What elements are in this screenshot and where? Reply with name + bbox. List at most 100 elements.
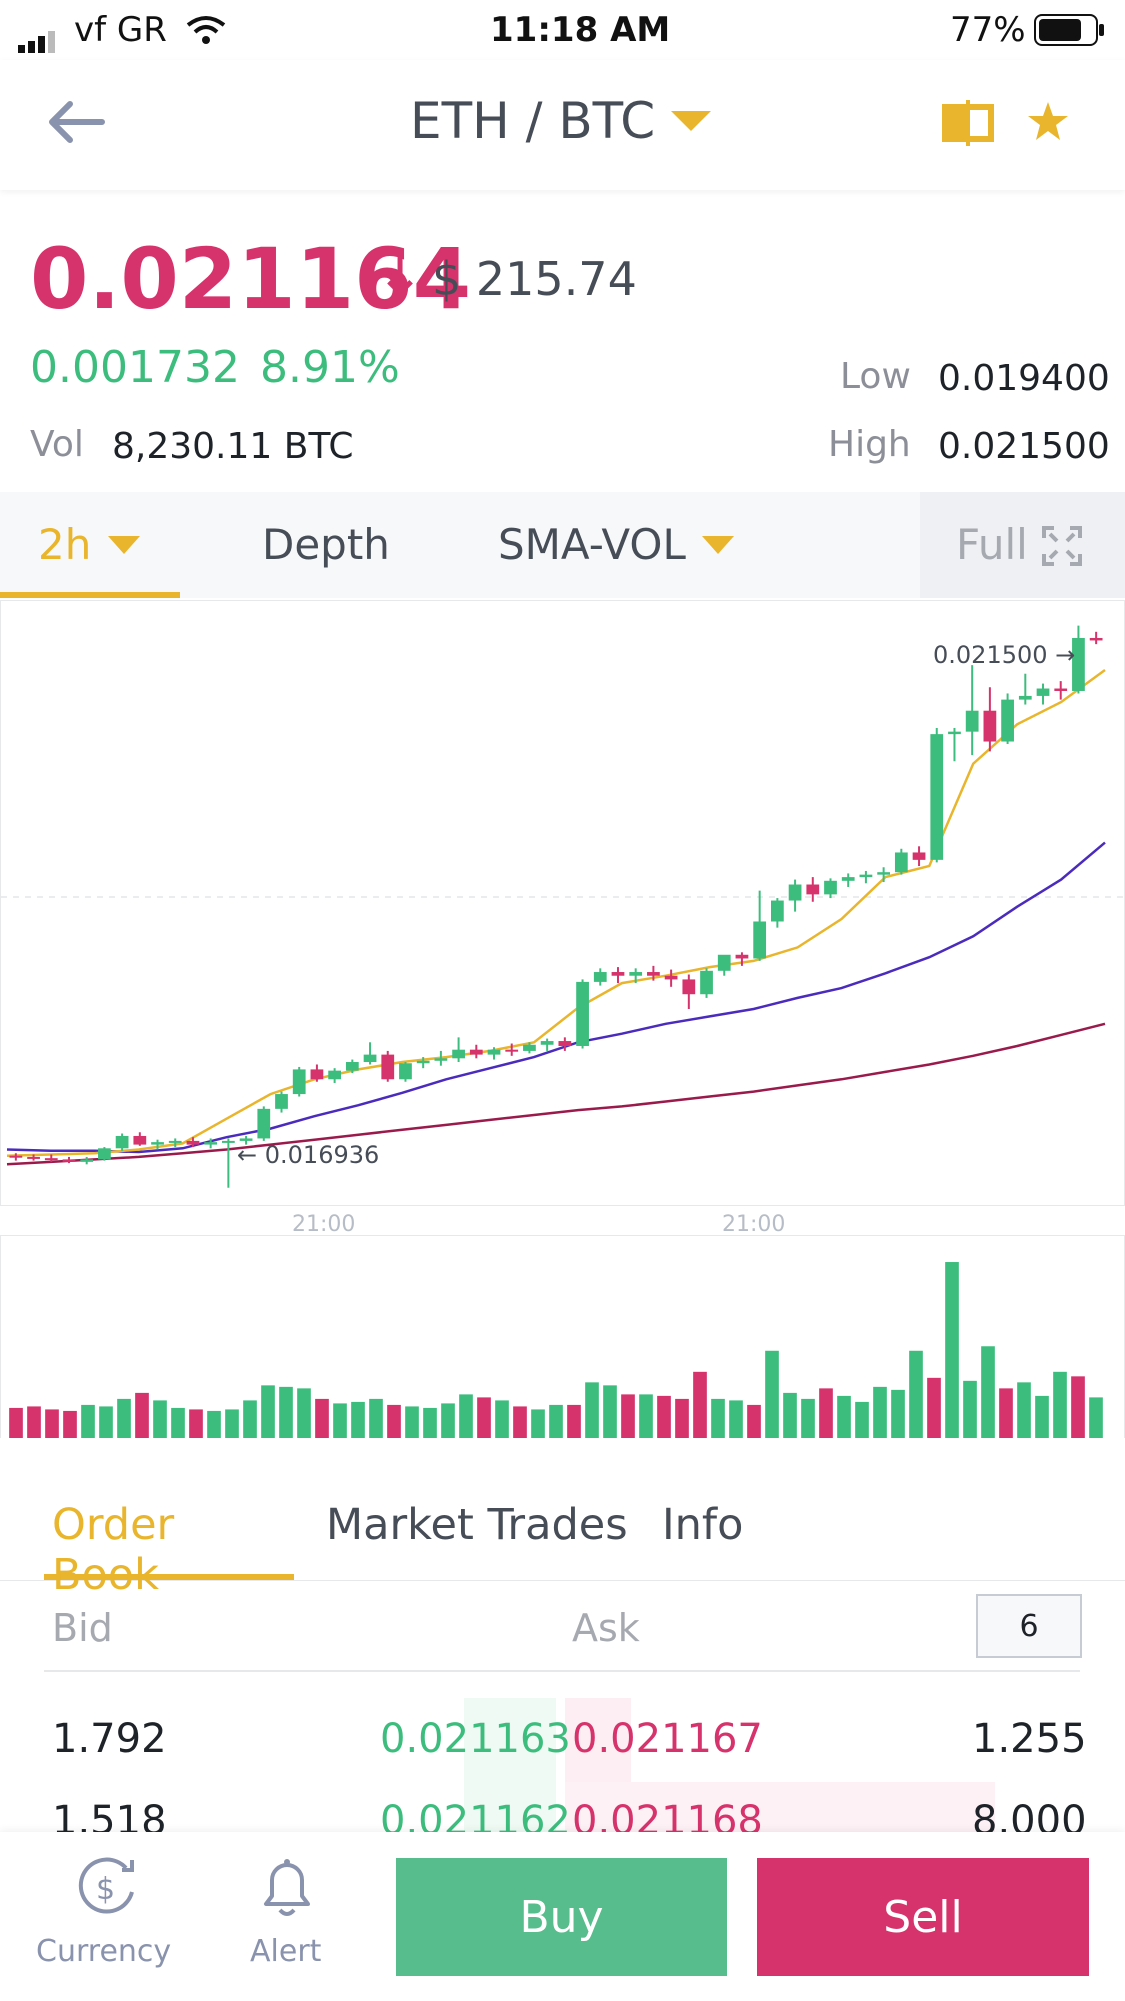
candlestick-chart (1, 625, 1124, 1188)
volume-bar (369, 1398, 383, 1438)
candle-body (115, 1135, 129, 1149)
price-down-arrow: ↓ (375, 240, 426, 310)
candle-body (983, 710, 997, 742)
compare-icon[interactable] (940, 100, 996, 150)
volume-bar (99, 1406, 113, 1438)
high-label: High (828, 424, 911, 465)
candle-body (806, 884, 820, 895)
volume-bar (621, 1394, 635, 1438)
depth-tab[interactable]: Depth (262, 520, 390, 569)
signal-icon (18, 22, 60, 62)
volume-bar (891, 1389, 905, 1438)
interval-tab[interactable]: 2h (0, 492, 180, 598)
buy-button[interactable]: Buy (396, 1858, 727, 1976)
bid-depth-bar (464, 1698, 556, 1832)
volume-bar (585, 1382, 599, 1438)
ask-price: 0.021167 (572, 1716, 763, 1762)
volume-bar (765, 1350, 779, 1438)
ask-amount: 1.255 (972, 1716, 1087, 1762)
candle-body (1054, 688, 1068, 691)
candle-body (859, 874, 873, 878)
currency-icon: $ (74, 1854, 140, 1924)
candle-body (1001, 699, 1014, 742)
candle-body (186, 1140, 200, 1145)
volume-bar (27, 1406, 41, 1438)
volume-bar (513, 1406, 527, 1438)
candle-body (133, 1135, 147, 1145)
volume-bar (297, 1388, 311, 1438)
time-label: 21:00 (292, 1212, 356, 1237)
expand-icon (1042, 526, 1082, 570)
candle-body (399, 1063, 412, 1080)
volume-bar (549, 1404, 563, 1438)
candle-body (611, 972, 625, 976)
ma-mid-line (6, 841, 1106, 1154)
candle-body (1036, 688, 1050, 696)
min-price-value: 0.016936 (264, 1141, 380, 1169)
low-value: 0.019400 (938, 358, 1110, 399)
low-label: Low (840, 356, 911, 397)
tab-order-book[interactable]: Order Book (44, 1490, 294, 1600)
tab-info[interactable]: Info (662, 1500, 744, 1550)
app-header: ETH / BTC (0, 60, 1125, 190)
candle-body (894, 852, 908, 873)
ask-column-header: Ask (572, 1606, 640, 1650)
candle-body (700, 970, 713, 995)
candle-body (717, 954, 731, 971)
depth-decimal-selector[interactable]: 6 (976, 1594, 1082, 1658)
candle-body (275, 1094, 288, 1109)
depth-decimal-value: 6 (1019, 1608, 1039, 1644)
order-book-row[interactable]: 1.792 0.021163 0.021167 1.255 (0, 1712, 1125, 1772)
volume-bar (567, 1404, 581, 1438)
price-chart[interactable]: 0.021500 → ← 0.016936 (0, 600, 1125, 1206)
volume-bar (1071, 1376, 1085, 1438)
volume-bar (9, 1407, 23, 1438)
candle-body (930, 734, 944, 860)
candle-body (753, 921, 767, 959)
volume-bar (261, 1385, 275, 1438)
volume-bar (387, 1404, 401, 1438)
back-arrow-icon[interactable] (44, 98, 106, 150)
fullscreen-button[interactable]: Full (920, 492, 1125, 598)
volume-bar (639, 1394, 653, 1438)
battery-icon (1034, 14, 1106, 55)
candle-body (80, 1159, 94, 1162)
volume-bar (693, 1371, 707, 1438)
volume-bar (189, 1409, 203, 1438)
candle-body (1072, 637, 1085, 691)
candle-body (523, 1044, 536, 1051)
candle-body (576, 981, 589, 1046)
candle-body (824, 880, 837, 895)
ma-short-line (6, 668, 1106, 1157)
pair-title: ETH / BTC (410, 92, 656, 150)
svg-text:$: $ (96, 1872, 115, 1907)
star-icon[interactable] (1026, 100, 1070, 146)
last-price: 0.021164 (30, 230, 472, 328)
volume-bar (819, 1388, 833, 1438)
alert-button[interactable]: Alert (238, 1854, 338, 1984)
candle-body (487, 1049, 501, 1055)
volume-bar (909, 1350, 923, 1438)
volume-bar (135, 1392, 149, 1438)
volume-bar (423, 1407, 437, 1438)
candle-body (345, 1062, 359, 1071)
tab-market-trades[interactable]: Market Trades (326, 1500, 628, 1550)
currency-button[interactable]: $ Currency (30, 1854, 190, 1984)
volume-bar (873, 1386, 887, 1438)
candle-body (682, 979, 696, 995)
candle-body (948, 731, 961, 735)
indicator-tab[interactable]: SMA-VOL (498, 520, 734, 569)
bottom-action-bar: $ Currency Alert Buy Sell (0, 1832, 1125, 2001)
chart-tabs: 2h Depth SMA-VOL Full (0, 492, 1125, 598)
volume-bar (531, 1409, 545, 1438)
candle-body (98, 1148, 111, 1160)
volume-bar (225, 1409, 239, 1438)
candle-body (452, 1049, 465, 1059)
sell-button[interactable]: Sell (757, 1858, 1089, 1976)
pair-selector[interactable]: ETH / BTC (410, 92, 712, 150)
volume-bar (855, 1401, 869, 1438)
volume-bar (927, 1377, 941, 1438)
volume-bar (1035, 1395, 1049, 1438)
candle-body (664, 975, 678, 980)
status-bar: vf GR 11:18 AM 77% (0, 0, 1125, 60)
